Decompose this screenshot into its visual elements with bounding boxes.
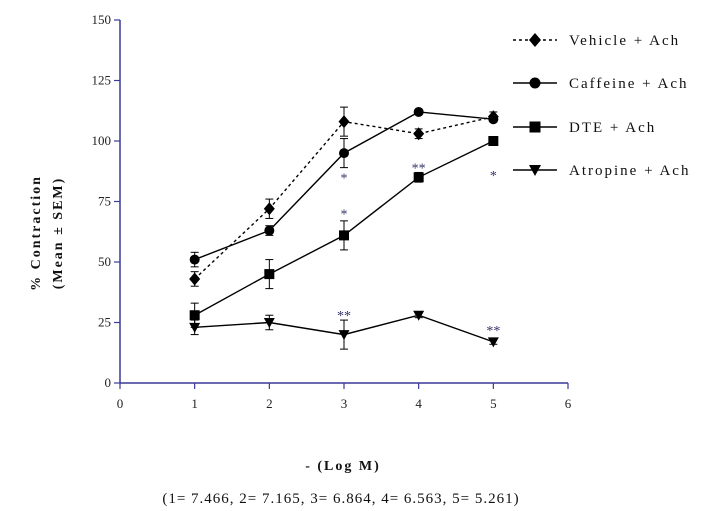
legend-label: Atropine + Ach	[569, 163, 690, 179]
significance-marker: *	[490, 169, 497, 184]
data-point	[488, 114, 499, 125]
annotations: ****** ***	[337, 162, 500, 339]
data-point	[339, 230, 349, 241]
data-point	[338, 330, 350, 341]
data-point	[189, 272, 201, 286]
legend-item: Atropine + Ach	[513, 163, 690, 179]
series-vehicle-ach	[189, 106, 499, 287]
data-point	[338, 115, 350, 129]
data-point	[339, 148, 349, 159]
data-point	[413, 106, 424, 117]
data-point	[487, 337, 499, 348]
legend-label: Vehicle + Ach	[569, 33, 680, 49]
legend-marker	[529, 33, 541, 47]
y-tick-label: 100	[92, 133, 112, 148]
series-layer	[189, 106, 499, 350]
series-dte-ach	[189, 136, 499, 328]
data-point	[263, 202, 275, 216]
legend-marker	[529, 165, 541, 176]
data-point	[413, 127, 425, 141]
data-point	[264, 225, 275, 236]
legend-item: DTE + Ach	[513, 120, 656, 136]
y-tick-label: 0	[105, 375, 112, 390]
x-tick-label: 0	[117, 396, 124, 411]
y-axis-subtitle: (Mean ± SEM)	[51, 177, 66, 290]
x-axis-note: (1= 7.466, 2= 7.165, 3= 6.864, 4= 6.563,…	[162, 491, 519, 507]
x-tick-label: 4	[415, 396, 422, 411]
significance-marker: **	[486, 324, 500, 339]
legend-item: Vehicle + Ach	[513, 33, 680, 49]
data-point	[488, 136, 499, 146]
significance-marker: **	[412, 162, 426, 177]
data-point	[413, 172, 424, 183]
y-axis-title: % Contraction	[29, 175, 44, 291]
significance-marker: **	[337, 309, 351, 324]
x-tick-label: 1	[191, 396, 198, 411]
legend-label: Caffeine + Ach	[569, 76, 689, 92]
data-point	[189, 310, 200, 321]
data-point	[413, 310, 425, 321]
data-point	[189, 254, 200, 265]
legend-item: Caffeine + Ach	[513, 76, 689, 92]
x-ticks: 0 1 2 3 4 5 6	[117, 383, 572, 411]
data-point	[189, 322, 201, 333]
y-tick-label: 50	[98, 254, 111, 269]
x-axis-title: - (Log M)	[305, 459, 381, 474]
data-point	[264, 269, 275, 280]
x-tick-label: 6	[565, 396, 572, 411]
x-tick-label: 2	[266, 396, 273, 411]
x-tick-label: 3	[341, 396, 348, 411]
significance-marker: *	[341, 208, 348, 223]
y-tick-label: 25	[98, 315, 111, 330]
y-ticks: 0 25 50 75 100 125 150	[92, 12, 120, 390]
x-tick-label: 5	[490, 396, 497, 411]
significance-marker: *	[341, 171, 348, 186]
legend-label: DTE + Ach	[569, 120, 656, 136]
y-tick-label: 75	[98, 194, 111, 209]
legend: Vehicle + Ach Caffeine + Ach DTE + Ach Atro…	[513, 33, 690, 179]
legend-marker	[529, 77, 541, 89]
series-atropine-ach	[189, 310, 499, 350]
series-caffeine-ach	[189, 106, 499, 268]
y-tick-label: 150	[92, 12, 112, 27]
legend-marker	[529, 121, 541, 133]
data-point	[263, 318, 275, 328]
y-tick-label: 125	[92, 73, 112, 88]
